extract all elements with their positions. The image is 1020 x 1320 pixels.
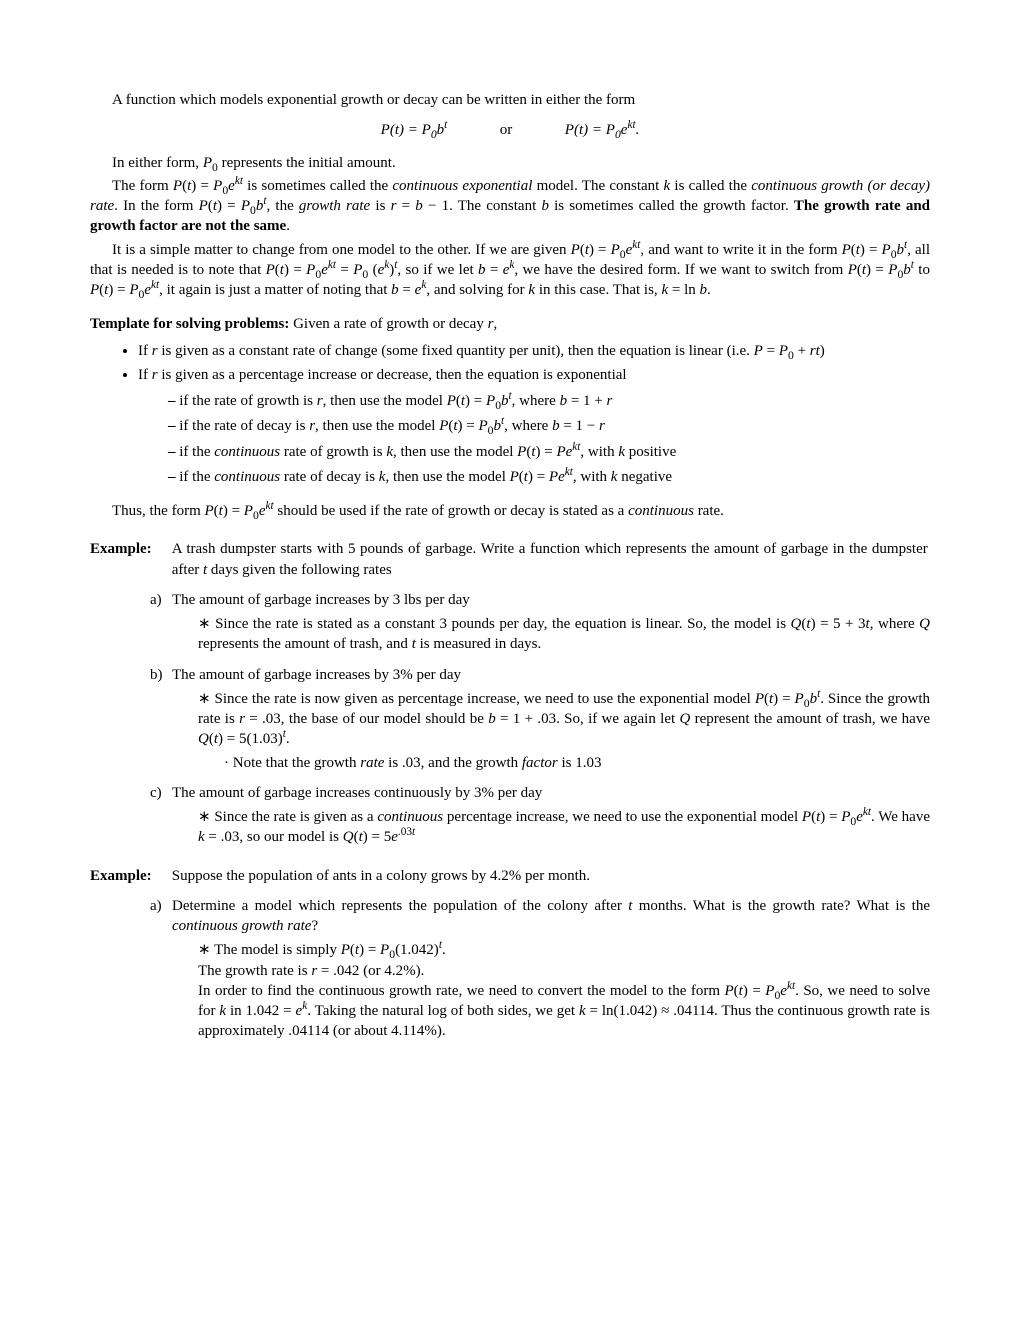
template-header: Template for solving problems: Given a r… <box>90 314 930 334</box>
ex2-a: Determine a model which represents the p… <box>150 896 930 1042</box>
intro-p4: It is a simple matter to change from one… <box>90 240 930 301</box>
ex1-b-star: Since the rate is now given as percentag… <box>198 689 930 773</box>
example-2-intro: Suppose the population of ants in a colo… <box>172 866 928 886</box>
equation-display: P(t) = P0bt or P(t) = P0ekt. <box>90 120 930 140</box>
dash-cont-growth: if the continuous rate of growth is k, t… <box>168 442 930 462</box>
dash-cont-decay: if the continuous rate of decay is k, th… <box>168 467 930 487</box>
ex1-c-star: Since the rate is given as a continuous … <box>198 807 930 848</box>
intro-p2: In either form, P0 represents the initia… <box>90 153 930 173</box>
intro-p1: A function which models exponential grow… <box>90 90 930 110</box>
example-label-2: Example: <box>90 866 168 886</box>
ex2-a-star: The model is simply P(t) = P0(1.042)t. T… <box>198 940 930 1041</box>
ex1-a-star: Since the rate is stated as a constant 3… <box>198 614 930 655</box>
ex1-a: The amount of garbage increases by 3 lbs… <box>150 590 930 655</box>
template-bullets: If r is given as a constant rate of chan… <box>138 341 930 488</box>
example-1-intro: A trash dumpster starts with 5 pounds of… <box>172 539 928 580</box>
intro-p3: The form P(t) = P0ekt is sometimes calle… <box>90 176 930 237</box>
example-1: Example: A trash dumpster starts with 5 … <box>90 539 930 580</box>
bullet-linear: If r is given as a constant rate of chan… <box>138 341 930 361</box>
template-thus: Thus, the form P(t) = P0ekt should be us… <box>90 501 930 521</box>
example-1-list: The amount of garbage increases by 3 lbs… <box>150 590 930 848</box>
ex1-b: The amount of garbage increases by 3% pe… <box>150 665 930 773</box>
bullet-exponential: If r is given as a percentage increase o… <box>138 365 930 487</box>
ex1-b-note: Note that the growth rate is .03, and th… <box>224 753 930 773</box>
example-2-list: Determine a model which represents the p… <box>150 896 930 1042</box>
example-label: Example: <box>90 539 168 559</box>
dash-growth: if the rate of growth is r, then use the… <box>168 391 930 411</box>
dash-decay: if the rate of decay is r, then use the … <box>168 416 930 436</box>
eq-or: or <box>500 122 513 138</box>
ex1-c: The amount of garbage increases continuo… <box>150 783 930 848</box>
example-2: Example: Suppose the population of ants … <box>90 866 930 886</box>
